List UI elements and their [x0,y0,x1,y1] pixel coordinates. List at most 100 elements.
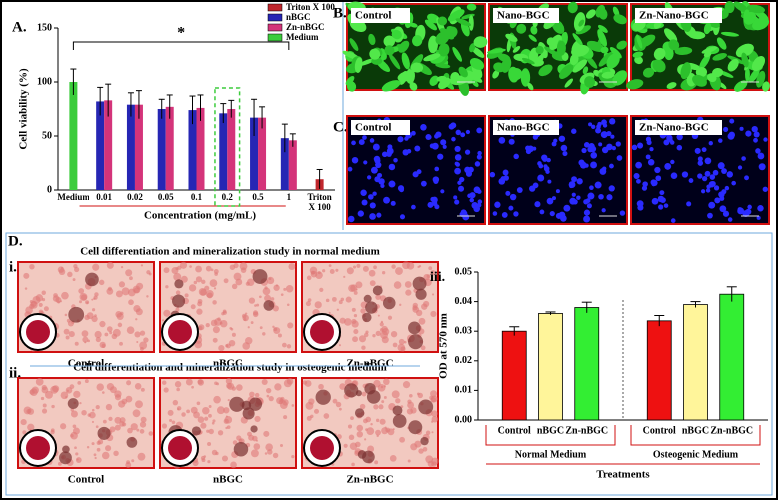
nucleus [542,156,548,162]
error-bar [726,286,737,302]
stain-spot [217,317,221,321]
stain-spot [121,287,130,296]
cell [751,56,766,72]
bar [646,320,672,421]
cell [423,53,441,62]
stain-spot [264,294,272,302]
stain-spot [395,267,403,275]
cell [569,53,579,66]
stain-spot [200,422,207,429]
stain-spot [224,416,233,424]
nucleus [500,176,506,181]
stain-spot [352,336,359,343]
cell [397,70,415,82]
cell [383,35,396,48]
stain-spot [113,450,119,457]
nodule [233,442,249,457]
stain-spot [431,431,434,434]
x-axis-label: Treatments [596,469,650,481]
nucleus [712,169,719,176]
error-bar [127,92,134,117]
nucleus [647,158,655,166]
cell [741,52,749,68]
stain-spot [273,284,280,291]
legend-swatch [267,23,283,32]
stain-spot [387,428,395,436]
stain-spot [197,379,205,386]
stain-spot [279,444,284,448]
nucleus [360,189,367,196]
label-box [635,8,722,23]
x-tick-label: 0.02 [127,192,143,202]
stain-spot [110,386,117,394]
nucleus [431,196,438,204]
nucleus [666,134,673,142]
stain-spot [381,427,389,435]
cell [578,19,585,27]
cell [612,6,620,17]
stain-spot [41,384,47,391]
stain-spot [240,267,247,273]
bar [96,101,105,190]
nucleus [600,131,608,139]
nucleus [747,204,752,210]
stain-spot [94,314,97,317]
stain-spot [351,320,359,328]
nucleus [393,157,398,163]
nucleus [763,137,768,142]
stain-spot [161,380,167,385]
error-bar [545,311,556,315]
stain-spot [209,279,218,287]
stain-spot [58,268,66,276]
stain-spot [216,382,220,386]
stain-spot [95,337,101,343]
stain-spot [282,399,289,406]
nucleus [381,151,388,158]
cell [538,64,553,77]
nucleus [585,198,591,204]
stain-spot [350,416,354,421]
stain-spot [52,385,60,393]
stain-spot [359,403,366,410]
stain-spot [167,409,174,416]
cell [461,13,475,20]
stain-spot [119,421,125,427]
cell [437,16,448,26]
cell [680,62,691,80]
nucleus [366,175,372,180]
cell [597,29,607,47]
stain-spot [41,408,48,414]
x-tick-label-box: Triton X 100 [307,192,331,212]
cell [634,56,643,65]
stain-spot [27,423,35,431]
stain-spot [402,261,410,270]
stain-spot [378,404,384,410]
nucleus [347,215,355,223]
cell [695,67,708,78]
nucleus [583,209,591,216]
nucleus [659,190,665,196]
stain-spot [382,271,386,275]
nucleus [762,186,768,192]
cell [653,47,666,60]
error-bar [135,90,142,119]
stain-spot [95,405,100,410]
nucleus [571,128,577,134]
cell [438,77,451,90]
stain-spot [250,321,254,324]
nucleus [602,123,608,128]
stain-spot [275,284,279,287]
stain-spot [186,409,190,414]
nucleus [501,211,508,218]
stain-spot [200,455,206,461]
nodule [174,279,184,289]
stain-spot [262,332,266,336]
stain-spot [74,446,77,450]
nodule [362,450,375,464]
stain-spot [77,380,82,385]
stain-spot [72,427,80,435]
stain-spot [387,315,393,320]
nucleus [380,183,385,189]
bar [258,117,267,190]
cell [391,29,402,40]
